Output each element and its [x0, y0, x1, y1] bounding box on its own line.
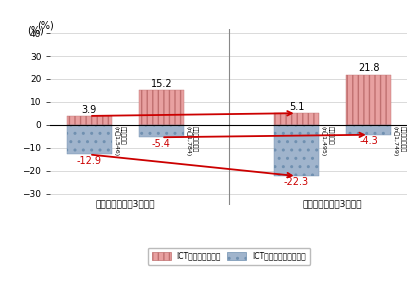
Text: -12.9: -12.9 [77, 156, 102, 166]
Bar [346, 75, 391, 125]
Legend: ICT利活用上位企業, ICT利活用上位企業以外: ICT利活用上位企業, ICT利活用上位企業以外 [148, 248, 310, 264]
Text: 21.8: 21.8 [358, 64, 379, 74]
Text: 地域系企業
(n＝1,546): 地域系企業 (n＝1,546) [113, 126, 126, 156]
Bar [346, 125, 391, 135]
Bar [67, 125, 112, 154]
Bar [139, 90, 184, 125]
Bar [139, 125, 184, 137]
Text: -5.4: -5.4 [152, 139, 171, 149]
Text: 地域系企業
(n＝1,495): 地域系企業 (n＝1,495) [321, 126, 333, 156]
Text: (%): (%) [27, 26, 44, 36]
Text: (%): (%) [37, 21, 54, 31]
Text: 経常利益（直近3年間）: 経常利益（直近3年間） [95, 200, 155, 208]
Bar [274, 125, 319, 176]
Text: 地域系企業以外
(n＝1,749): 地域系企業以外 (n＝1,749) [393, 126, 405, 156]
Bar [274, 113, 319, 125]
Text: 3.9: 3.9 [81, 105, 97, 115]
Text: 15.2: 15.2 [150, 79, 172, 89]
Text: 経常利益（今後3年間）: 経常利益（今後3年間） [303, 200, 362, 208]
Text: 地域系企業以外
(n＝1,784): 地域系企業以外 (n＝1,784) [186, 126, 198, 156]
Text: -4.3: -4.3 [359, 136, 378, 146]
Bar [67, 116, 112, 125]
Text: 5.1: 5.1 [289, 102, 304, 112]
Text: -22.3: -22.3 [284, 178, 309, 188]
